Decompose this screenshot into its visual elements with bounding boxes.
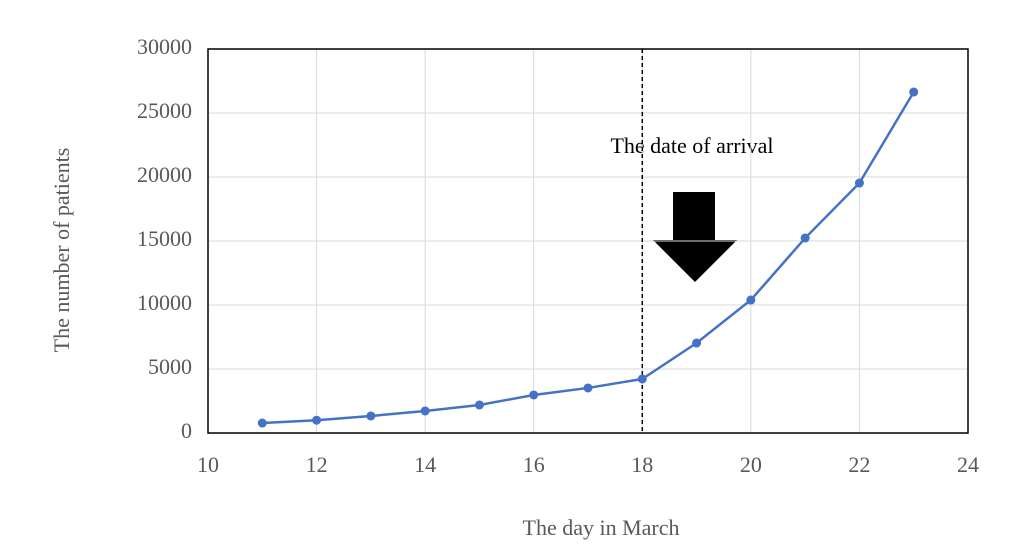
x-tick-label: 20 bbox=[740, 452, 762, 477]
y-axis-label: The number of patients bbox=[49, 148, 74, 353]
data-point bbox=[312, 415, 322, 425]
x-tick-label: 14 bbox=[414, 452, 436, 477]
arrow bbox=[653, 192, 737, 282]
data-point bbox=[637, 374, 647, 384]
x-tick-label: 24 bbox=[957, 452, 979, 477]
data-point bbox=[909, 87, 919, 97]
x-axis-label: The day in March bbox=[523, 515, 680, 540]
y-tick-label: 0 bbox=[181, 418, 192, 443]
y-tick-label: 25000 bbox=[137, 98, 192, 123]
data-point bbox=[366, 411, 376, 421]
x-tick-label: 18 bbox=[631, 452, 653, 477]
x-tick-label: 22 bbox=[848, 452, 870, 477]
data-point bbox=[746, 295, 756, 305]
plot-border bbox=[207, 48, 969, 434]
y-tick-label: 30000 bbox=[137, 34, 192, 59]
annotation-text: The date of arrival bbox=[610, 133, 773, 158]
data-point bbox=[800, 233, 810, 243]
y-tick-label: 5000 bbox=[148, 354, 192, 379]
data-point bbox=[854, 178, 864, 188]
y-tick-label: 20000 bbox=[137, 162, 192, 187]
data-point bbox=[474, 400, 484, 410]
data-point bbox=[420, 406, 430, 416]
y-tick-label: 10000 bbox=[137, 290, 192, 315]
data-point bbox=[529, 390, 539, 400]
x-tick-label: 12 bbox=[306, 452, 328, 477]
x-tick-label: 16 bbox=[523, 452, 545, 477]
y-tick-label: 15000 bbox=[137, 226, 192, 251]
data-point bbox=[257, 418, 267, 428]
data-point bbox=[583, 383, 593, 393]
series-line bbox=[262, 91, 915, 425]
data-point bbox=[692, 338, 702, 348]
x-tick-label: 10 bbox=[197, 452, 219, 477]
